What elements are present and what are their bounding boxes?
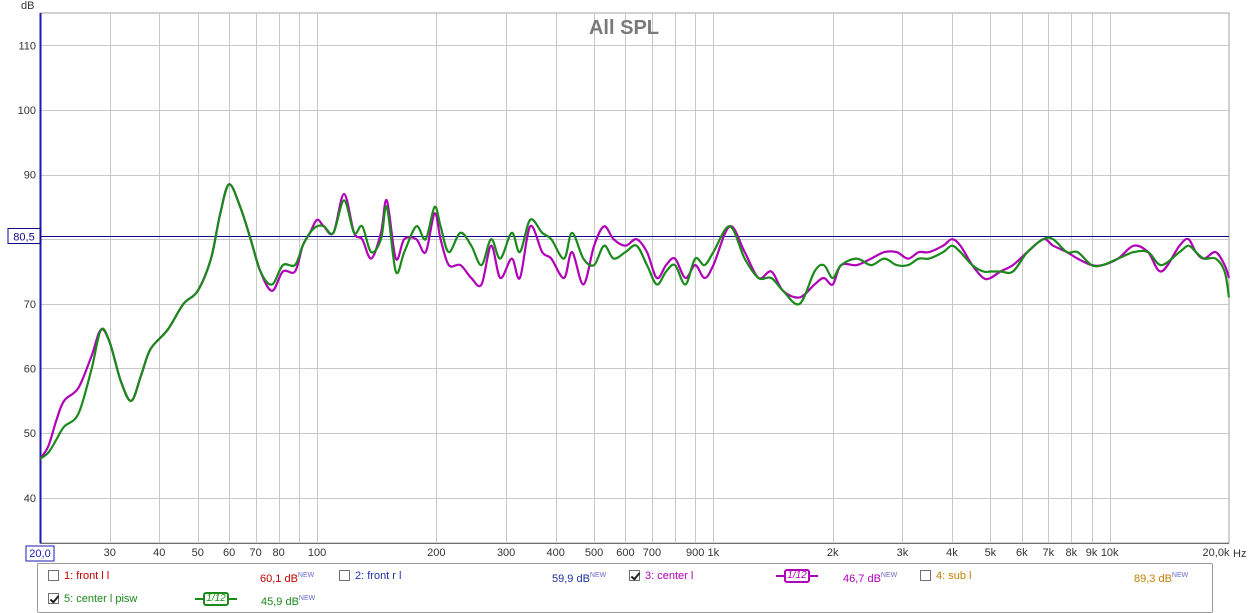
legend-value-center-l: 46,7 dBNEW: [843, 572, 898, 585]
smoothing-button-center-l-pisw[interactable]: 1/12: [195, 592, 237, 606]
x-tick-label: 70: [250, 547, 262, 559]
series-line-center-l-pisw: [39, 183, 1231, 460]
chart-grid: [39, 12, 1230, 544]
x-tick-label: 500: [585, 547, 603, 559]
x-tick-label: 7k: [1042, 547, 1054, 559]
y-tick-label: 110: [18, 40, 36, 52]
x-tick-label: 3k: [897, 547, 909, 559]
reference-level: 80,5: [7, 228, 1229, 244]
checkbox-front-l-l[interactable]: [48, 570, 59, 581]
legend-value-front-l-l: 60,1 dBNEW: [260, 572, 315, 585]
x-tick-label: 900: [686, 547, 704, 559]
checkbox-front-r-l[interactable]: [339, 570, 350, 581]
series-curves: [39, 183, 1231, 460]
legend-label-center-l-pisw: 5: center l pisw: [64, 593, 138, 605]
x-start-box: [25, 545, 55, 562]
legend-label-front-l-l: 1: front l l: [64, 570, 110, 582]
legend-panel: 1: front l l 60,1 dBNEW 2: front r l 59,…: [37, 563, 1213, 613]
reference-label: 80,5: [13, 232, 34, 244]
x-tick-label: 400: [546, 547, 564, 559]
legend-label-sub-l: 4: sub l: [936, 570, 972, 582]
x-tick-label: 200: [427, 547, 445, 559]
x-tick-label: 4k: [946, 547, 958, 559]
legend-label-center-l: 3: center l: [645, 570, 694, 582]
x-end-label: 20,0k: [1203, 547, 1230, 559]
y-tick-label: 50: [24, 428, 36, 440]
x-tick-label: 9k: [1086, 547, 1098, 559]
y-axis-label: dB: [21, 0, 34, 12]
x-tick-label: 8k: [1065, 547, 1077, 559]
plot-area: [39, 12, 1230, 544]
legend-value-sub-l: 89,3 dBNEW: [1134, 572, 1189, 585]
x-tick-label: 40: [153, 547, 165, 559]
x-tick-label: 50: [192, 547, 204, 559]
x-start-label: 20,0: [29, 548, 50, 560]
y-tick-label: 70: [24, 299, 36, 311]
checkbox-center-l-pisw[interactable]: [48, 593, 59, 604]
checkbox-center-l[interactable]: [629, 570, 640, 581]
checkbox-sub-l[interactable]: [920, 570, 931, 581]
chart-title: All SPL: [589, 17, 659, 39]
y-tick-label: 60: [24, 363, 36, 375]
legend-label-front-r-l: 2: front r l: [355, 570, 402, 582]
legend-value-front-r-l: 59,9 dBNEW: [552, 572, 607, 585]
y-tick-label: 100: [18, 105, 36, 117]
x-tick-label: 5k: [985, 547, 997, 559]
spl-chart[interactable]: 40 50 60 70 80 90 100 110 30 40 50 60 70 80 100 200 300…: [0, 0, 1248, 562]
x-unit-label: Hz: [1233, 548, 1246, 560]
legend-value-center-l-pisw: 45,9 dBNEW: [261, 595, 316, 608]
x-tick-label: 600: [616, 547, 634, 559]
reference-box: [7, 228, 41, 244]
x-tick-label: 30: [104, 547, 116, 559]
x-tick-label: 60: [223, 547, 235, 559]
x-tick-label: 1k: [708, 547, 720, 559]
smoothing-button-center-l[interactable]: 1/12: [776, 569, 818, 583]
x-tick-label: 300: [497, 547, 515, 559]
x-tick-label: 80: [272, 547, 284, 559]
y-tick-labels: 405060708090100110: [18, 40, 36, 504]
x-tick-label: 100: [308, 547, 326, 559]
x-tick-label: 6k: [1016, 547, 1028, 559]
x-tick-labels: 30 40 50 60 70 80 100 200 300 400 500 600 700 900 1k 2k…: [25, 545, 1230, 562]
x-tick-label: 10k: [1101, 547, 1119, 559]
x-tick-label: 700: [643, 547, 661, 559]
x-tick-label: 2k: [827, 547, 839, 559]
y-tick-label: 40: [24, 493, 36, 505]
y-tick-label: 90: [24, 170, 36, 182]
